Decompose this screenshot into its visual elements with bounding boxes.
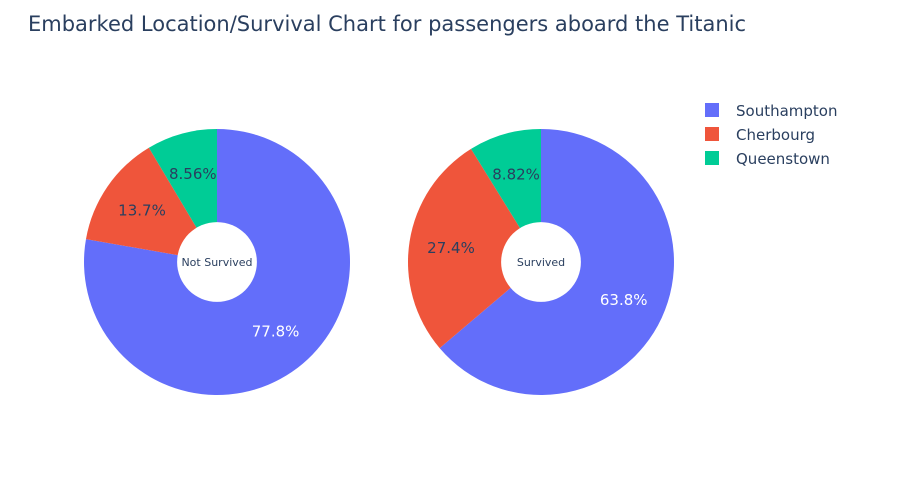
legend-item-cherbourg[interactable]: Cherbourg [705,126,815,144]
pies-layer: 77.8% 13.7%8.56% Not Survived 63.8% 27.4% 8.8… [84,129,674,395]
legend-label-southampton: Southampton [736,102,837,120]
legend-label-cherbourg: Cherbourg [736,126,815,144]
slice-label-survived-queenstown: 8.82% [492,165,540,183]
legend-swatch-cherbourg [705,127,719,141]
legend[interactable]: Southampton Cherbourg Queenstown [705,102,837,168]
slice-label-not-survived-southampton: 77.8% [252,323,300,341]
slice-not-survived-cherbourg[interactable] [85,147,218,262]
legend-item-queenstown[interactable]: Queenstown [705,150,830,168]
pie-not-survived: 77.8% 13.7%8.56% Not Survived [84,129,351,395]
donut-hole-not-survived [177,222,257,302]
legend-item-southampton[interactable]: Southampton [705,102,837,120]
pie-name-survived: Survived [517,256,565,269]
slice-survived-cherbourg[interactable] [407,148,541,349]
legend-swatch-southampton [705,103,719,117]
legend-swatch-queenstown [705,151,719,165]
slice-label-not-survived-cherbourg: 13.7% [118,201,166,219]
donut-hole-survived [501,222,581,302]
chart-title: Embarked Location/Survival Chart for pas… [28,12,746,36]
slice-label-not-survived-queenstown: 8.56% [169,165,217,183]
slice-label-survived-southampton: 63.8% [600,291,648,309]
pie-name-not-survived: Not Survived [181,256,252,269]
pie-survived: 63.8% 27.4% 8.82% Survived [407,129,674,395]
legend-label-queenstown: Queenstown [736,150,830,168]
slice-label-survived-cherbourg: 27.4% [427,239,475,257]
